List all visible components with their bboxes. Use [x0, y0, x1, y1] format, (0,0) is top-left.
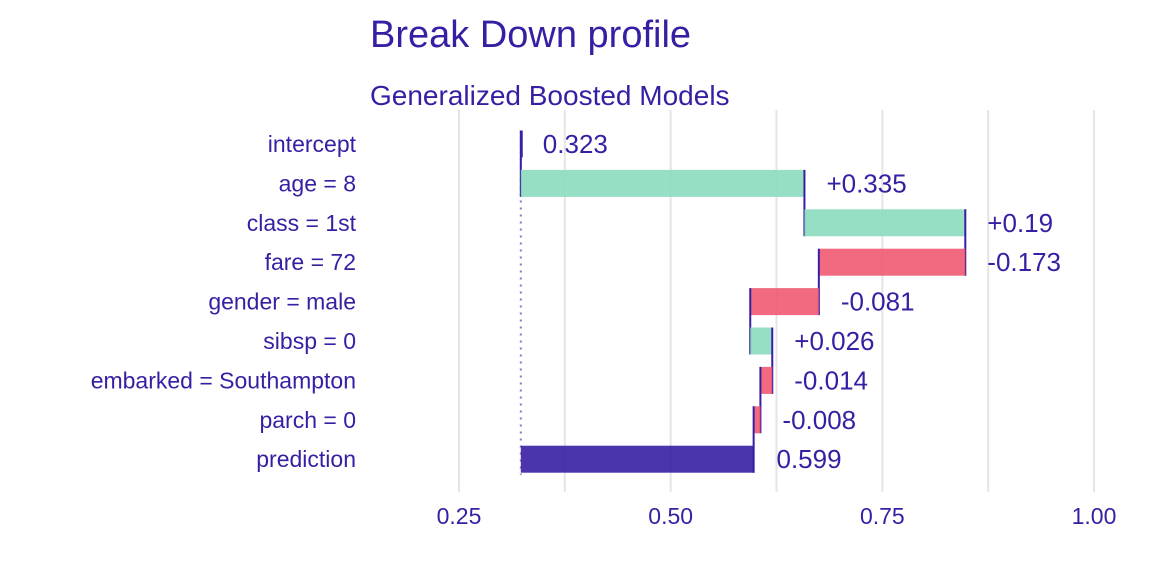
category-label: embarked = Southampton: [91, 367, 356, 393]
x-tick-label: 0.25: [437, 503, 482, 529]
bar-negative: [750, 288, 819, 316]
x-tick-label: 1.00: [1072, 503, 1117, 529]
bar-layer: [519, 130, 967, 473]
bar-negative: [760, 366, 773, 394]
value-label: -0.014: [794, 365, 868, 395]
category-label: intercept: [268, 131, 357, 157]
x-tick-label: 0.75: [860, 503, 905, 529]
value-label: +0.335: [826, 168, 906, 198]
x-tick-label: 0.50: [648, 503, 693, 529]
bar-positive: [520, 169, 805, 197]
value-label: -0.008: [782, 405, 856, 435]
bar-negative: [753, 406, 761, 434]
bar-positive: [804, 209, 966, 237]
category-label: prediction: [256, 446, 356, 472]
value-label: -0.173: [987, 247, 1061, 277]
value-label: +0.19: [987, 208, 1053, 238]
chart-title: Break Down profile: [370, 14, 692, 56]
chart-subtitle: Generalized Boosted Models: [370, 80, 730, 111]
category-label: age = 8: [279, 170, 356, 196]
label-layer: 0.25 0.50 0.75 1.00 intercept 0.323 age = 8 +0.…: [91, 129, 1117, 529]
category-label: class = 1st: [247, 210, 357, 236]
category-label: parch = 0: [259, 407, 356, 433]
category-label: sibsp = 0: [263, 328, 356, 354]
value-label: 0.599: [776, 444, 841, 474]
bar-positive: [750, 327, 773, 355]
bar-negative: [818, 248, 966, 276]
category-label: gender = male: [208, 289, 356, 315]
category-label: fare = 72: [265, 249, 356, 275]
value-label: +0.026: [794, 326, 874, 356]
value-label: -0.081: [841, 287, 915, 317]
bar-prediction: [520, 445, 755, 473]
value-label: 0.323: [543, 129, 608, 159]
